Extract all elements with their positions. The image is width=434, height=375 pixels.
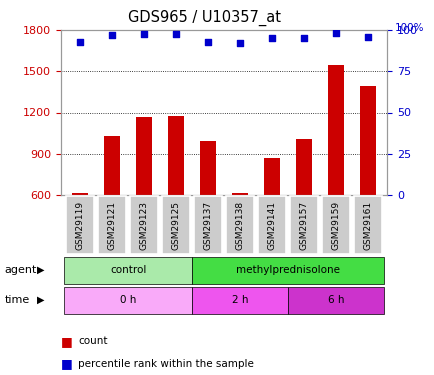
Y-axis label: 100%: 100% <box>395 23 424 33</box>
FancyBboxPatch shape <box>354 196 381 254</box>
Bar <box>72 193 88 195</box>
Point <box>268 35 275 41</box>
Point <box>204 39 211 45</box>
FancyBboxPatch shape <box>290 196 317 254</box>
Text: GSM29157: GSM29157 <box>299 200 308 250</box>
FancyBboxPatch shape <box>258 196 285 254</box>
Text: GSM29141: GSM29141 <box>267 201 276 249</box>
Text: time: time <box>4 295 30 305</box>
FancyBboxPatch shape <box>322 196 349 254</box>
Text: GSM29161: GSM29161 <box>363 200 372 250</box>
FancyBboxPatch shape <box>162 196 189 254</box>
Bar <box>231 193 247 195</box>
FancyBboxPatch shape <box>191 286 287 314</box>
Text: count: count <box>78 336 108 346</box>
Point <box>332 30 339 36</box>
FancyBboxPatch shape <box>66 196 93 254</box>
FancyBboxPatch shape <box>191 256 383 284</box>
Text: GSM29137: GSM29137 <box>203 200 212 250</box>
FancyBboxPatch shape <box>64 256 191 284</box>
FancyBboxPatch shape <box>226 196 253 254</box>
Text: GSM29138: GSM29138 <box>235 200 244 250</box>
Text: agent: agent <box>4 265 36 275</box>
Text: ■: ■ <box>61 335 72 348</box>
Text: 2 h: 2 h <box>231 295 248 305</box>
Bar <box>168 116 184 195</box>
FancyBboxPatch shape <box>194 196 221 254</box>
Text: ▶: ▶ <box>37 295 44 305</box>
Text: 0 h: 0 h <box>120 295 136 305</box>
Point <box>108 32 115 38</box>
Bar <box>295 139 311 195</box>
Bar <box>263 158 279 195</box>
Bar <box>104 136 120 195</box>
Bar <box>136 117 152 195</box>
Text: GSM29119: GSM29119 <box>76 200 84 250</box>
Text: GDS965 / U10357_at: GDS965 / U10357_at <box>128 9 280 26</box>
Text: control: control <box>110 265 146 275</box>
Text: percentile rank within the sample: percentile rank within the sample <box>78 359 253 369</box>
FancyBboxPatch shape <box>64 286 191 314</box>
Text: methylprednisolone: methylprednisolone <box>236 265 339 275</box>
Text: 6 h: 6 h <box>327 295 343 305</box>
Text: GSM29125: GSM29125 <box>171 201 180 249</box>
Text: GSM29159: GSM29159 <box>331 200 340 250</box>
FancyBboxPatch shape <box>98 196 125 254</box>
Text: GSM29121: GSM29121 <box>107 201 116 249</box>
FancyBboxPatch shape <box>287 286 383 314</box>
Text: ■: ■ <box>61 357 72 370</box>
Bar <box>200 141 216 195</box>
Text: ▶: ▶ <box>37 265 44 275</box>
Point <box>140 31 147 37</box>
Point <box>236 40 243 46</box>
Point <box>300 35 307 41</box>
Point <box>364 34 371 40</box>
Text: GSM29123: GSM29123 <box>139 201 148 249</box>
Point <box>76 39 83 45</box>
Bar <box>327 65 343 195</box>
Point <box>172 31 179 37</box>
Bar <box>359 86 375 195</box>
FancyBboxPatch shape <box>130 196 157 254</box>
